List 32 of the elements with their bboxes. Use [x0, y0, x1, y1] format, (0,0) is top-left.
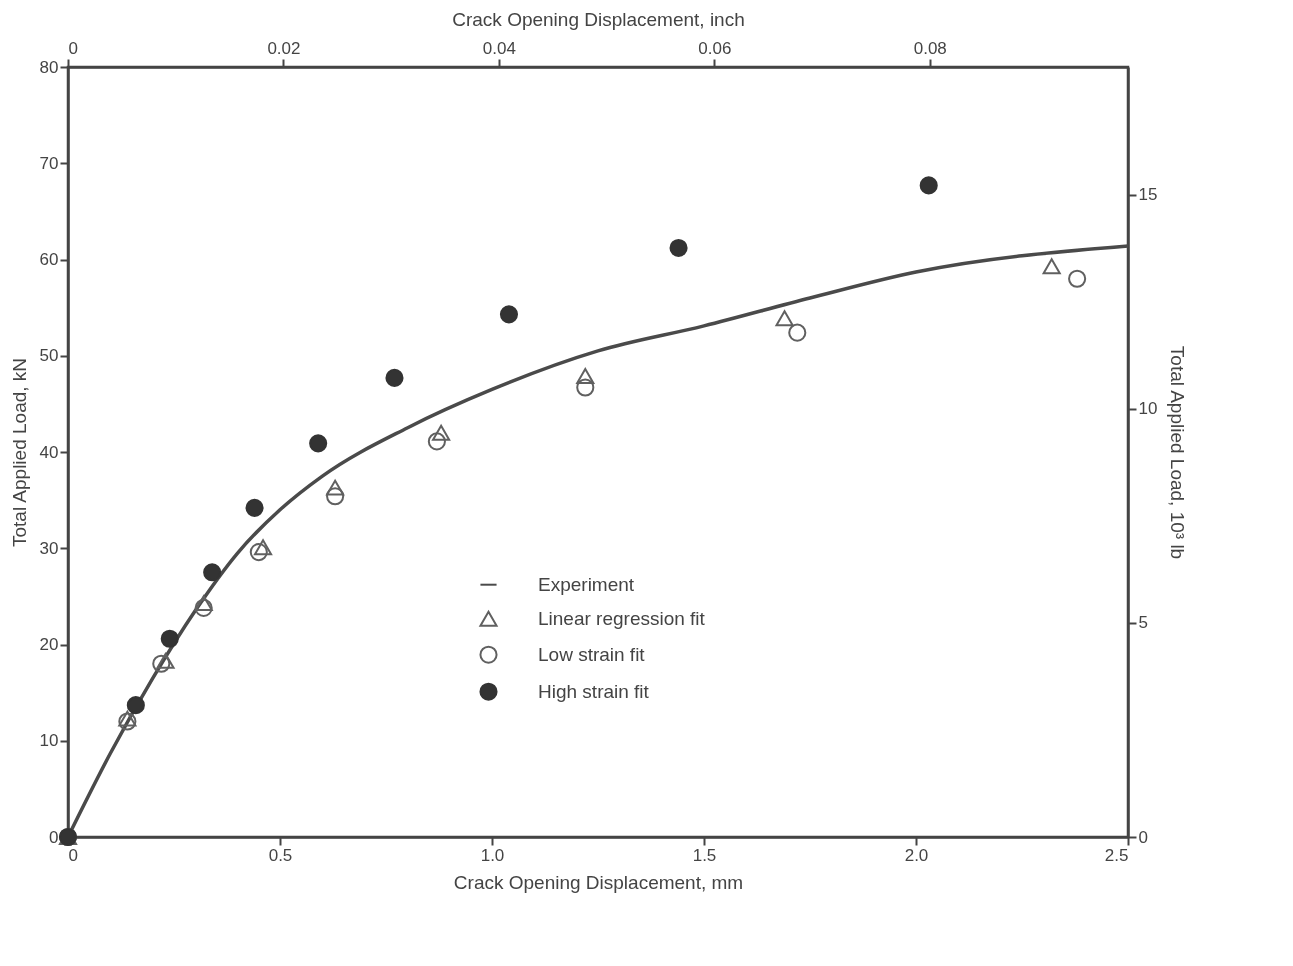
- x2-tick-label: 0.04: [482, 38, 516, 58]
- y-axis-title: Total Applied Load, kN: [8, 357, 30, 548]
- y-tick-label: 50: [39, 346, 59, 366]
- y2-tick-label: 15: [1138, 185, 1158, 205]
- x-tick-label: 1.0: [480, 845, 505, 865]
- y2-tick-label: 10: [1138, 399, 1158, 419]
- x-axis-title: Crack Opening Displacement, mm: [453, 871, 744, 893]
- x-tick-label: 2.0: [904, 845, 929, 865]
- legend-label: Experiment: [538, 573, 635, 595]
- legend-label: High strain fit: [538, 680, 650, 702]
- x-tick-label: 0.5: [268, 845, 293, 865]
- x2-tick-label: 0.08: [913, 38, 947, 58]
- y2-tick-label: 5: [1138, 613, 1148, 633]
- x-tick-label: 0: [68, 845, 78, 865]
- y-tick-label: 40: [39, 442, 59, 462]
- y-tick-label: 20: [39, 635, 59, 654]
- y-tick-label: 30: [39, 538, 59, 558]
- x2-axis-title: Crack Opening Displacement, inch: [452, 8, 745, 30]
- x2-tick-label: 0.06: [698, 38, 732, 58]
- y-tick-label: 0: [49, 827, 59, 847]
- legend-label: Linear regression fit: [538, 607, 706, 629]
- legend-label: Low strain fit: [538, 643, 646, 665]
- x-tick-label: 2.5: [1104, 845, 1129, 865]
- x2-tick-label: 0.02: [267, 38, 301, 58]
- x-tick-label: 1.5: [692, 845, 717, 865]
- y-tick-label: 60: [39, 250, 59, 269]
- y-tick-label: 10: [39, 731, 59, 751]
- y2-axis-title: Total Applied Load, 10³ lb: [1167, 345, 1189, 560]
- y2-tick-label: 0: [1138, 827, 1148, 847]
- y-tick-label: 70: [39, 153, 59, 173]
- x2-tick-label: 0: [68, 38, 78, 58]
- y-tick-label: 80: [39, 57, 59, 77]
